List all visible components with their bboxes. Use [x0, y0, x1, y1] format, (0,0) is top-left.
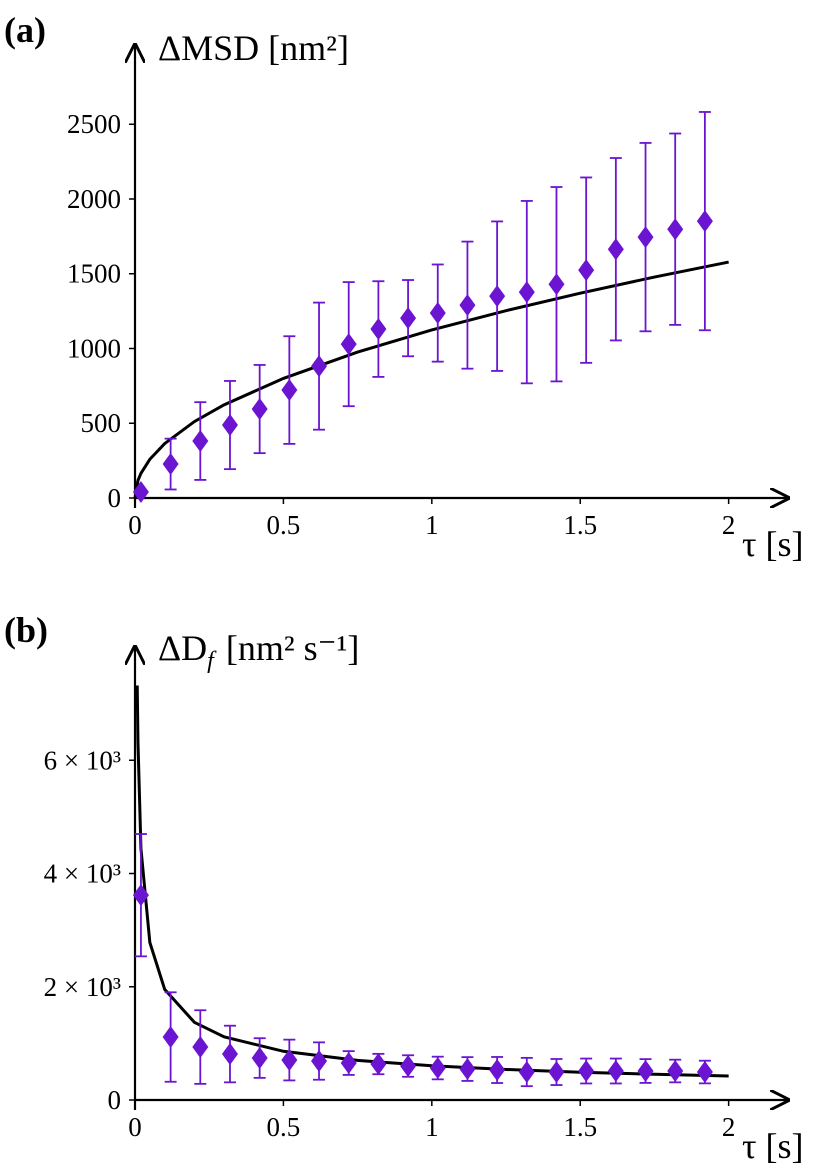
y-tick-label: 2 × 10³	[44, 972, 121, 1002]
y-tick-label: 500	[81, 408, 122, 438]
data-point	[400, 1055, 417, 1078]
data-point	[281, 1049, 298, 1072]
data-point	[607, 1060, 624, 1083]
y-tick-label: 1000	[67, 333, 121, 363]
x-tick-label: 1	[425, 510, 439, 540]
x-tick-label: 2	[722, 510, 736, 540]
fit-curve	[133, 260, 729, 499]
data-point	[578, 259, 595, 282]
data-point	[340, 333, 357, 356]
data-point	[667, 1060, 684, 1083]
x-tick-label: 1.5	[563, 510, 597, 540]
fit-curve	[135, 685, 729, 1078]
x-tick-label: 0	[128, 510, 142, 540]
y-tick-label: 0	[108, 1085, 122, 1115]
data-point	[370, 1053, 387, 1076]
x-axis-label: τ [s]	[742, 1126, 803, 1166]
y-axis-label-main: ΔMSD [nm²]	[158, 28, 349, 68]
y-tick-label: 2000	[67, 184, 121, 214]
data-point	[192, 430, 209, 453]
data-point	[221, 1043, 238, 1066]
x-tick-label: 0.5	[267, 510, 301, 540]
data-point	[637, 1060, 654, 1083]
y-tick-label: 2500	[67, 109, 121, 139]
data-point	[429, 302, 446, 325]
y-tick-label: 4 × 10³	[44, 859, 121, 889]
x-tick-label: 1	[425, 1112, 439, 1142]
data-point	[429, 1057, 446, 1080]
data-point	[637, 226, 654, 249]
x-tick-label: 2	[722, 1112, 736, 1142]
data-point	[489, 1058, 506, 1081]
data-point	[192, 1036, 209, 1059]
data-point	[578, 1060, 595, 1083]
data-point	[400, 307, 417, 330]
data-point	[667, 218, 684, 241]
data-point	[251, 398, 268, 421]
data-point	[311, 1050, 328, 1073]
panel-label: (a)	[4, 10, 46, 50]
data-point	[340, 1052, 357, 1075]
y-axis-label: ΔMSD [nm²]	[158, 28, 349, 68]
x-tick-label: 0	[128, 1112, 142, 1142]
x-axis-label: τ [s]	[742, 524, 803, 564]
data-point	[251, 1047, 268, 1070]
x-tick-label: 0.5	[267, 1112, 301, 1142]
y-axis-label-subscript: f	[207, 648, 217, 674]
x-tick-label: 1.5	[563, 1112, 597, 1142]
data-point	[696, 1061, 713, 1084]
data-point	[370, 318, 387, 341]
data-point	[162, 1026, 179, 1049]
data-point	[696, 210, 713, 233]
panel-label: (b)	[4, 610, 48, 650]
data-point	[489, 285, 506, 308]
data-point	[221, 414, 238, 437]
data-point	[459, 1058, 476, 1081]
data-point	[518, 281, 535, 304]
data-point	[281, 379, 298, 402]
y-axis-label: ΔDf [nm² s⁻¹]	[158, 628, 359, 674]
y-axis-label-main: ΔD	[158, 628, 207, 668]
data-point	[311, 355, 328, 378]
data-point	[607, 238, 624, 261]
data-point	[548, 273, 565, 296]
data-point	[548, 1061, 565, 1084]
y-axis-label-unit: [nm² s⁻¹]	[226, 628, 360, 668]
data-point	[132, 481, 149, 504]
data-point	[162, 453, 179, 476]
y-tick-label: 0	[108, 483, 122, 513]
data-point	[459, 294, 476, 317]
data-point	[132, 884, 149, 907]
y-tick-label: 6 × 10³	[44, 745, 121, 775]
y-tick-label: 1500	[67, 259, 121, 289]
data-point	[518, 1061, 535, 1084]
